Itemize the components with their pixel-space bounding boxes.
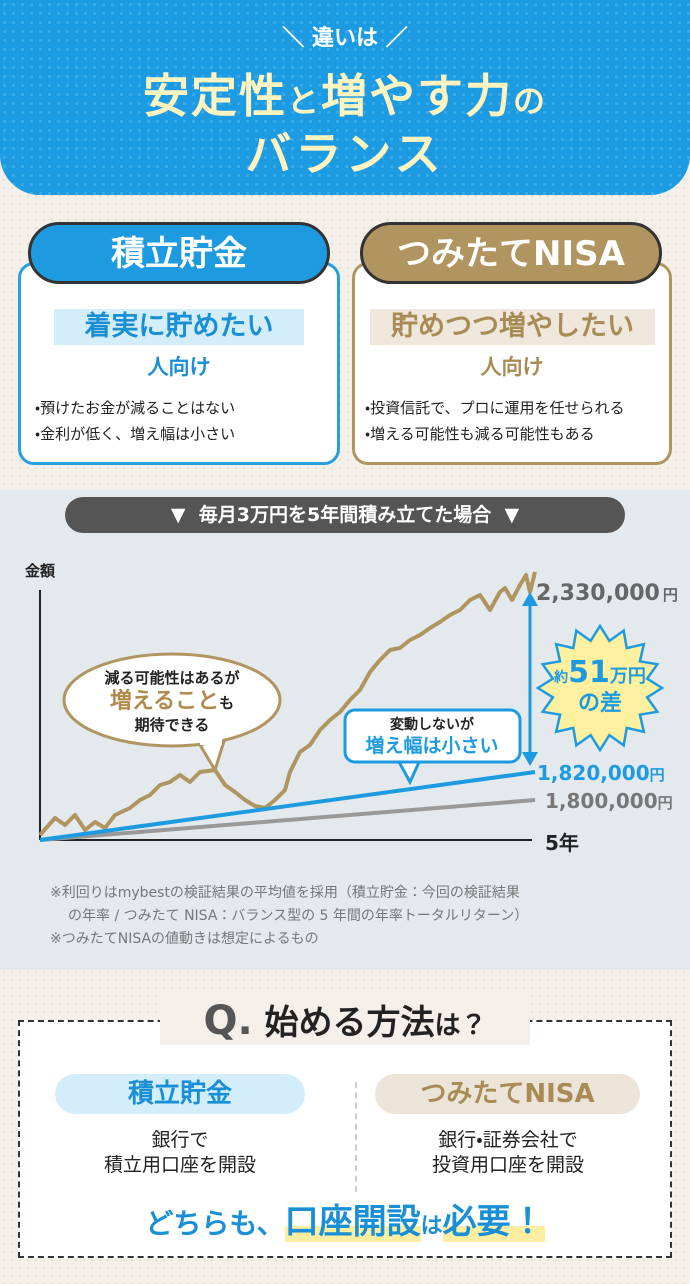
card: 着実に貯めたい 人向け ・預けたお金が減ることはない ・金利が低く、増え幅は小さ… — [18, 262, 340, 465]
tag-text: 違いは — [311, 26, 378, 51]
title-part: と — [286, 82, 321, 120]
card: 貯めつつ増やしたい 人向け ・投資信託で、プロに運用を任せられる ・増える可能性… — [352, 262, 672, 465]
title-part: 安定性 — [142, 69, 287, 123]
method-name: 積立貯金 — [55, 1074, 305, 1114]
card-point: ・預けたお金が減ることはない — [35, 399, 236, 417]
card-name: 積立貯金 — [28, 222, 330, 284]
title: 安定性と増やす力の — [0, 60, 690, 126]
callout-text: 期待できる — [135, 716, 210, 734]
callout — [343, 708, 522, 764]
card-point: ・金利が低く、増え幅は小さい — [35, 425, 236, 443]
callout-emph: 増えることも — [110, 688, 234, 714]
banner: ▼ 毎月3万円を5年間積み立てた場合 ▼ — [65, 497, 625, 533]
text-part: 円 — [658, 794, 673, 812]
title-part: の — [513, 82, 548, 120]
card-target: 着実に貯めたい — [54, 309, 304, 345]
method-box: 積立貯金 銀行で 積立用口座を開設 つみたてNISA 銀行・証券会社で 投資用口… — [18, 1020, 672, 1258]
header: ＼ 違いは ／ 安定性と増やす力の バランス — [0, 0, 690, 195]
card-point: ・増える可能性も減る可能性もある — [365, 425, 595, 443]
header-tag: ＼ 違いは ／ — [282, 26, 408, 51]
x-label: 5年 — [545, 831, 579, 855]
burst — [535, 623, 665, 753]
divider — [355, 1082, 357, 1192]
end-label: 1,820,000円 — [537, 761, 665, 785]
text-part: 円 — [650, 766, 665, 784]
line-savings — [39, 770, 536, 842]
text-part: 増えること — [110, 688, 219, 714]
conclusion-emph: 口座開設 — [284, 1202, 421, 1242]
method-line: 銀行・証券会社で — [438, 1129, 578, 1151]
card-name: つみたてNISA — [360, 222, 662, 284]
title-2: バランス — [245, 127, 445, 181]
card-target: 貯めつつ増やしたい — [370, 309, 655, 345]
note: ※利回りはmybestの検証結果の平均値を採用（積立貯金：今回の検証結果 — [50, 885, 520, 901]
text-part: 円 — [663, 586, 678, 604]
q-suffix: は？ — [434, 1011, 487, 1041]
note: ※つみたてNISAの値動きは想定によるもの — [50, 931, 319, 947]
text-part: 万円 — [609, 666, 646, 687]
text-part: も — [219, 694, 234, 712]
q-title: Q. 始める方法は？ — [160, 995, 530, 1045]
burst-text: の差 — [578, 690, 622, 716]
banner-text: 毎月3万円を5年間積み立てた場合 — [198, 504, 492, 526]
method-line: 投資用口座を開設 — [431, 1154, 584, 1176]
method-line: 銀行で — [151, 1129, 209, 1151]
card-point: ・投資信託で、プロに運用を任せられる — [365, 399, 625, 417]
method-name: つみたてNISA — [375, 1074, 640, 1114]
chart: 金額 5年 2,330,000 円 1,820,000円 1,800,000円 減… — [25, 562, 678, 855]
q-mark: Q. — [203, 998, 253, 1044]
conclusion-part: どちらも、 — [145, 1207, 285, 1240]
title-part: 増やす力 — [321, 69, 513, 123]
burst-text: 約51万円 — [553, 655, 646, 690]
callout — [62, 652, 282, 748]
text-part: 約 — [553, 669, 568, 686]
line-nisa — [38, 571, 537, 837]
callout-emph: 増え幅は小さい — [365, 734, 498, 757]
conclusion: どちらも、口座開設は必要！ — [20, 1194, 670, 1243]
text-part: 1,820,000 — [537, 761, 650, 785]
line-flat — [39, 798, 536, 842]
end-label: 2,330,000 円 — [536, 581, 678, 606]
card-suffix: 人向け — [480, 355, 544, 379]
end-label: 1,800,000円 — [545, 789, 673, 813]
text-part: 1,800,000 — [545, 789, 658, 813]
text-part: 51 — [568, 655, 610, 690]
card-suffix: 人向け — [147, 355, 211, 379]
note: の年率 / つみたて NISA：バランス型の 5 年間の年率トータルリターン） — [68, 908, 529, 924]
callout-text: 減る可能性はあるが — [104, 669, 240, 687]
y-label: 金額 — [25, 562, 56, 580]
callout-text: 変動しないが — [390, 716, 475, 733]
method-line: 積立用口座を開設 — [103, 1154, 256, 1176]
conclusion-emph: 必要！ — [442, 1202, 545, 1242]
conclusion-part: は — [420, 1214, 443, 1239]
text-part: 2,330,000 — [536, 581, 660, 606]
q-text: 始める方法 — [264, 1003, 435, 1043]
